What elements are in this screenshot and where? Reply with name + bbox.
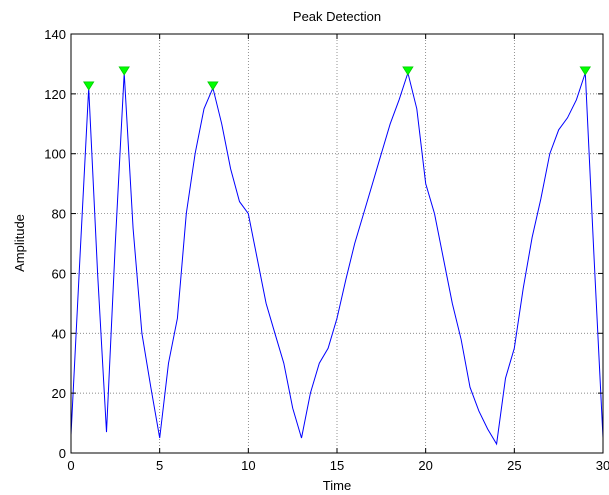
x-tick-label: 15	[330, 458, 344, 473]
chart-title: Peak Detection	[293, 9, 381, 24]
grid	[71, 34, 603, 453]
y-tick-label: 40	[52, 326, 66, 341]
y-tick-label: 140	[44, 27, 66, 42]
plot-area	[70, 33, 604, 454]
y-tick-label: 0	[59, 446, 66, 461]
peak-marker	[118, 66, 130, 76]
peak-markers	[83, 66, 591, 91]
peak-marker	[402, 66, 414, 76]
x-tick-label: 5	[156, 458, 163, 473]
series-layer	[70, 71, 604, 446]
x-tick-label: 20	[418, 458, 432, 473]
x-tick-label: 0	[67, 458, 74, 473]
y-tick-label: 60	[52, 266, 66, 281]
peak-marker	[579, 66, 591, 76]
peak-marker	[207, 81, 219, 91]
peak-marker	[83, 81, 95, 91]
x-tick-label: 25	[507, 458, 521, 473]
series-line	[70, 71, 604, 446]
y-axis-title: Amplitude	[12, 214, 27, 272]
y-tick-label: 120	[44, 87, 66, 102]
x-axis-title: Time	[323, 478, 351, 493]
y-tick-label: 20	[52, 386, 66, 401]
y-tick-label: 80	[52, 207, 66, 222]
axis-ticks: 0 5 10 15 20 25 30 0 20 40 60 80 100 120 140	[44, 27, 609, 473]
y-tick-label: 100	[44, 147, 66, 162]
x-tick-label: 10	[241, 458, 255, 473]
x-tick-label: 30	[596, 458, 609, 473]
